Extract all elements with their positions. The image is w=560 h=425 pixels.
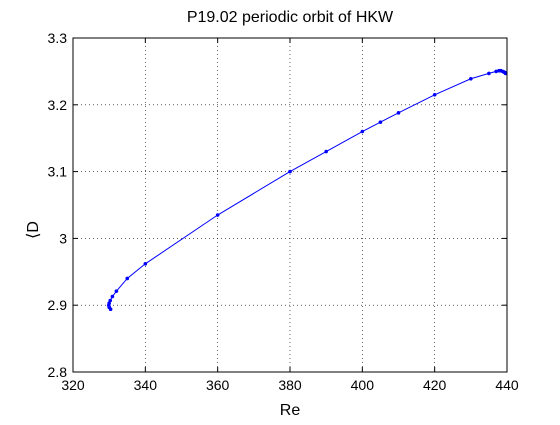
data-point — [110, 294, 115, 299]
axis-ticks: 320 340 360 380 400 420 440 2.8 2.9 3 3.1 3.2 3.3 — [48, 30, 519, 393]
x-tick-label: 340 — [134, 377, 158, 393]
x-tick-label: 440 — [495, 377, 519, 393]
data-point — [432, 92, 437, 97]
data-point — [114, 289, 119, 293]
x-axis-label: Re — [280, 402, 301, 419]
x-tick-label: 420 — [423, 377, 447, 393]
plot-background — [73, 38, 507, 372]
data-point — [487, 71, 491, 76]
data-point — [469, 76, 473, 81]
y-tick-label: 3.2 — [48, 97, 68, 113]
data-point — [125, 276, 130, 281]
y-tick-label: 2.9 — [48, 297, 68, 313]
data-point — [396, 111, 401, 115]
chart-title: P19.02 periodic orbit of HKW — [187, 9, 394, 26]
y-tick-label: 3.3 — [48, 30, 68, 46]
data-point — [378, 120, 383, 124]
series-layer — [107, 68, 508, 312]
data-point — [494, 69, 498, 74]
data-point — [324, 149, 328, 154]
x-tick-label: 320 — [61, 377, 85, 393]
data-point — [143, 261, 148, 266]
data-point — [360, 129, 365, 134]
y-tick-label: 3.1 — [48, 164, 68, 180]
data-point — [108, 298, 113, 303]
y-axis-label: ⟨D — [25, 221, 42, 239]
x-tick-label: 380 — [278, 377, 302, 393]
data-point — [215, 213, 220, 217]
x-tick-label: 360 — [206, 377, 230, 393]
y-tick-label: 3 — [59, 230, 67, 246]
y-tick-label: 2.8 — [48, 364, 68, 380]
data-point — [503, 71, 508, 76]
x-tick-label: 400 — [351, 377, 375, 393]
data-point — [288, 169, 292, 174]
